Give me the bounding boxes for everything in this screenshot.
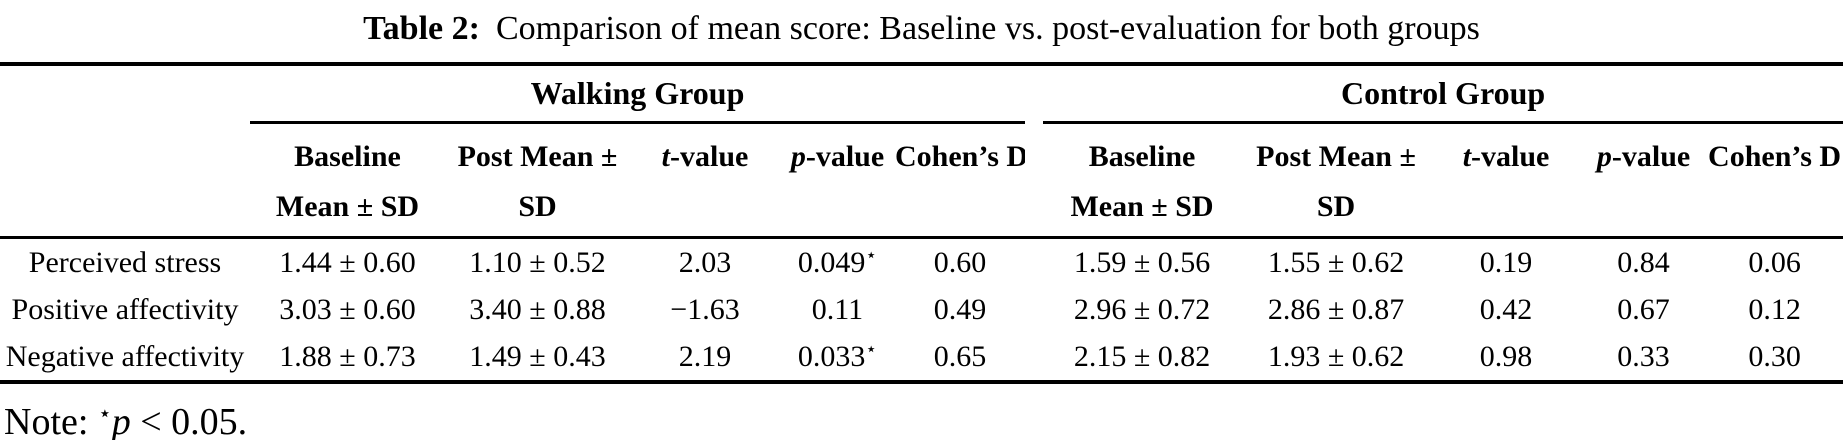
- cell-control-post: 1.93 ± 0.62: [1267, 339, 1405, 373]
- table-row-positive-affectivity: Positive affectivity 3.03 ± 0.60 3.40 ± …: [0, 286, 1843, 333]
- group-gap: [1025, 286, 1043, 333]
- group-header-control: Control Group: [1043, 64, 1843, 124]
- group-gap: [1025, 333, 1043, 382]
- table-caption: Table 2: Comparison of mean score: Baseli…: [0, 0, 1843, 50]
- row-label: Perceived stress: [28, 245, 222, 279]
- column-header-row: Baseline Mean ± SD Post Mean ± SD t-value …: [0, 122, 1843, 239]
- group-gap: [1025, 64, 1043, 123]
- table-number: Table 2:: [363, 10, 480, 47]
- column-header-post-walking: Post Mean ± SD: [445, 122, 630, 239]
- row-label: Positive affectivity: [11, 292, 239, 326]
- table-note: Note: ⋆p < 0.05.: [0, 400, 1843, 440]
- note-prefix: Note:: [4, 401, 98, 440]
- cell-control-cohensd: 0.30: [1748, 339, 1801, 373]
- cell-walking-cohensd: 0.49: [933, 292, 987, 326]
- column-header-cohensd-walking: Cohen’s D: [895, 122, 1026, 239]
- cell-walking-post: 1.49 ± 0.43: [469, 339, 606, 373]
- cell-walking-pvalue: 0.11: [811, 292, 864, 326]
- table-row-negative-affectivity: Negative affectivity 1.88 ± 0.73 1.49 ± …: [0, 333, 1843, 382]
- cell-walking-tvalue: 2.03: [678, 245, 732, 279]
- cell-control-tvalue: 0.42: [1479, 292, 1533, 326]
- cell-walking-cohensd: 0.65: [933, 339, 987, 373]
- cell-control-post: 2.86 ± 0.87: [1267, 292, 1405, 326]
- cell-walking-baseline: 1.44 ± 0.60: [279, 245, 416, 279]
- cell-control-cohensd: 0.06: [1748, 245, 1801, 279]
- cell-control-tvalue: 0.98: [1479, 339, 1533, 373]
- column-header-pvalue-walking: p-value: [780, 122, 895, 239]
- cell-walking-cohensd: 0.60: [933, 245, 987, 279]
- group-header-walking: Walking Group: [250, 64, 1026, 124]
- cell-walking-tvalue: 2.19: [678, 339, 732, 373]
- group-gap: [1025, 238, 1043, 287]
- group-header-row: Walking Group Control Group: [0, 64, 1843, 124]
- cell-control-pvalue: 0.67: [1617, 292, 1670, 326]
- note-p-symbol: p: [111, 401, 131, 440]
- cell-control-tvalue: 0.19: [1479, 245, 1533, 279]
- caption-text: Comparison of mean score: Baseline vs. p…: [495, 10, 1480, 47]
- cell-control-pvalue: 0.84: [1617, 245, 1670, 279]
- significance-star-icon: ⋆: [865, 244, 878, 266]
- cell-walking-baseline: 3.03 ± 0.60: [279, 292, 416, 326]
- cell-control-post: 1.55 ± 0.62: [1267, 245, 1405, 279]
- cell-control-pvalue: 0.33: [1617, 339, 1670, 373]
- cell-control-cohensd: 0.12: [1748, 292, 1801, 326]
- stub-empty-cell: [0, 122, 250, 239]
- comparison-table: Walking Group Control Group Baseline Mean…: [0, 62, 1843, 384]
- column-header-tvalue-control: t-value: [1431, 122, 1582, 239]
- column-header-cohensd-control: Cohen’s D: [1706, 122, 1843, 239]
- cell-walking-pvalue: 0.033⋆: [780, 333, 895, 382]
- cell-walking-post: 3.40 ± 0.88: [469, 292, 606, 326]
- column-header-baseline-walking: Baseline Mean ± SD: [250, 122, 445, 239]
- column-header-baseline-control: Baseline Mean ± SD: [1043, 122, 1242, 239]
- stub-empty-cell: [0, 64, 250, 123]
- cell-walking-pvalue: 0.049⋆: [780, 238, 895, 287]
- table-row-perceived-stress: Perceived stress 1.44 ± 0.60 1.10 ± 0.52…: [0, 238, 1843, 287]
- significance-star-icon: ⋆: [97, 400, 112, 426]
- cell-walking-post: 1.10 ± 0.52: [469, 245, 606, 279]
- cell-control-baseline: 2.15 ± 0.82: [1073, 339, 1211, 373]
- column-header-pvalue-control: p-value: [1581, 122, 1707, 239]
- p-value-text: 0.049: [797, 245, 866, 279]
- note-threshold: < 0.05.: [130, 401, 248, 440]
- group-gap: [1025, 122, 1044, 239]
- cell-walking-baseline: 1.88 ± 0.73: [279, 339, 416, 373]
- row-label: Negative affectivity: [5, 339, 245, 373]
- cell-control-baseline: 2.96 ± 0.72: [1073, 292, 1211, 326]
- cell-control-baseline: 1.59 ± 0.56: [1073, 245, 1211, 279]
- significance-star-icon: ⋆: [865, 338, 878, 360]
- column-header-tvalue-walking: t-value: [630, 122, 780, 239]
- column-header-post-control: Post Mean ± SD: [1241, 122, 1432, 239]
- p-value-text: 0.033: [797, 339, 866, 373]
- cell-walking-tvalue: −1.63: [670, 292, 740, 326]
